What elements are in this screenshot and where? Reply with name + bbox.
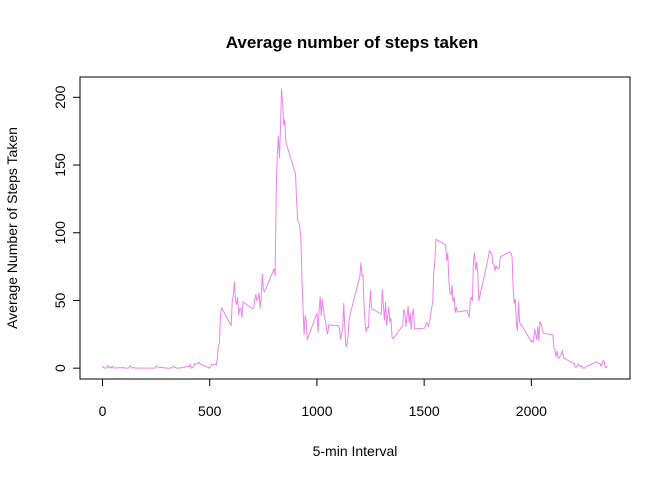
x-tick-label: 500 xyxy=(198,403,222,419)
y-axis-label: Average Number of Steps Taken xyxy=(4,127,20,329)
series-layer xyxy=(102,88,608,369)
x-tick-label: 1000 xyxy=(301,403,332,419)
y-tick-label: 200 xyxy=(52,85,68,109)
y-tick-label: 50 xyxy=(52,292,68,308)
y-tick-label: 150 xyxy=(52,153,68,177)
x-axis-label: 5-min Interval xyxy=(313,443,398,459)
series-line-0 xyxy=(102,88,608,369)
y-tick-label: 0 xyxy=(52,364,68,372)
x-tick-label: 2000 xyxy=(516,403,547,419)
chart-title: Average number of steps taken xyxy=(226,33,479,52)
y-axis: 0 50 100 150 200 xyxy=(52,85,81,372)
x-tick-label: 0 xyxy=(99,403,107,419)
x-tick-label: 1500 xyxy=(409,403,440,419)
y-tick-label: 100 xyxy=(52,221,68,245)
x-axis: 0 500 1000 1500 2000 xyxy=(99,378,547,419)
